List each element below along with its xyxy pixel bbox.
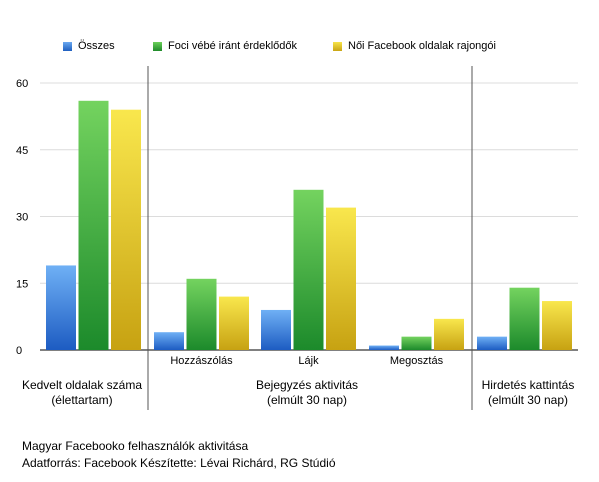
bar-series0-cat0 xyxy=(46,265,76,350)
bar-series2-cat4 xyxy=(542,301,572,350)
legend-item-osszes: Összes xyxy=(63,40,115,52)
legend-item-noi: Női Facebook oldalak rajongói xyxy=(333,40,496,52)
y-tick-label-60: 60 xyxy=(16,78,28,90)
y-tick-label-0: 0 xyxy=(16,345,22,357)
x-tick-label-1: Hozzászólás xyxy=(170,355,233,367)
y-tick-label-45: 45 xyxy=(16,145,28,157)
bar-series2-cat0 xyxy=(111,109,141,350)
legend-label-osszes: Összes xyxy=(78,40,115,52)
bar-series2-cat3 xyxy=(434,318,464,350)
legend-swatch-osszes xyxy=(63,41,72,51)
footer-line-1: Magyar Facebooko felhasználók aktivitása xyxy=(22,439,249,453)
bar-series1-cat4 xyxy=(509,287,540,350)
footer-line-2: Adatforrás: Facebook Készítette: Lévai R… xyxy=(22,456,336,470)
legend-swatch-noi xyxy=(333,41,342,51)
bar-series0-cat1 xyxy=(154,332,184,350)
group-label-2-line1: Hirdetés kattintás xyxy=(482,378,575,392)
x-tick-label-3: Megosztás xyxy=(390,355,444,367)
bar-series0-cat4 xyxy=(477,336,507,350)
bar-series1-cat2 xyxy=(293,189,324,350)
bar-series1-cat1 xyxy=(186,278,217,350)
y-tick-label-15: 15 xyxy=(16,278,28,290)
group-label-0-line2: (élettartam) xyxy=(51,393,112,407)
group-label-0-line1: Kedvelt oldalak száma xyxy=(22,378,142,392)
group-label-1-line2: (elmúlt 30 nap) xyxy=(267,393,347,407)
x-tick-label-2: Lájk xyxy=(298,355,319,367)
legend-label-noi: Női Facebook oldalak rajongói xyxy=(348,40,496,52)
bar-series2-cat1 xyxy=(219,296,249,350)
legend-item-foci: Foci vébé iránt érdeklődők xyxy=(153,40,297,52)
y-tick-label-30: 30 xyxy=(16,212,28,224)
bar-series0-cat3 xyxy=(369,345,399,350)
bar-series1-cat0 xyxy=(78,100,109,350)
group-label-2-line2: (elmúlt 30 nap) xyxy=(488,393,568,407)
bar-series0-cat2 xyxy=(261,309,291,350)
bar-series1-cat3 xyxy=(401,336,432,350)
legend-label-foci: Foci vébé iránt érdeklődők xyxy=(168,40,298,52)
bar-series2-cat2 xyxy=(326,207,356,350)
footer: Magyar Facebooko felhasználók aktivitása… xyxy=(22,438,336,472)
legend-swatch-foci xyxy=(153,41,162,51)
group-label-1-line1: Bejegyzés aktivitás xyxy=(256,378,358,392)
plot-area: 0 15 30 45 60 Hozzászólás Lájk Megosztás Kedvel… xyxy=(16,66,578,410)
